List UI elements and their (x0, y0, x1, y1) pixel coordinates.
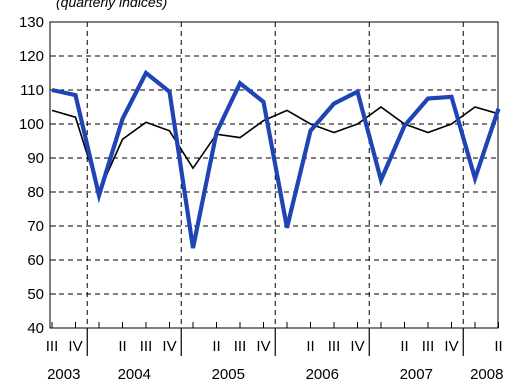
year-label: 2007 (400, 366, 433, 383)
quarter-label: III (422, 338, 435, 355)
quarter-label: II (212, 338, 220, 355)
year-label: 2008 (470, 366, 503, 383)
y-tick-label: 80 (27, 184, 44, 201)
series (51, 69, 501, 249)
quarter-label: IV (444, 338, 458, 355)
quarter-label: III (328, 338, 341, 355)
y-tick-label: 100 (19, 116, 44, 133)
year-label: 2006 (306, 366, 339, 383)
quarter-label: IV (68, 338, 82, 355)
year-label: 2005 (212, 366, 245, 383)
quarter-label: III (46, 338, 59, 355)
plot-frame (49, 21, 499, 329)
y-tick-label: 120 (19, 48, 44, 65)
quarter-label: IV (350, 338, 364, 355)
y-tick-label: 130 (19, 14, 44, 31)
y-tick-label: 60 (27, 252, 44, 269)
y-tick-label: 40 (27, 320, 44, 337)
grid (50, 22, 498, 328)
year-label: 2004 (118, 366, 151, 383)
quarter-label: II (118, 338, 126, 355)
quarter-label: II (400, 338, 408, 355)
y-tick-label: 70 (27, 218, 44, 235)
quarter-label: II (306, 338, 314, 355)
chart-subtitle: (quarterly indices) (56, 0, 168, 10)
y-axis: 40 50 60 70 80 90 100 110 120 130 (19, 14, 56, 337)
quarter-label: IV (256, 338, 270, 355)
y-tick-label: 90 (27, 150, 44, 167)
y-tick-label: 50 (27, 286, 44, 303)
quarter-label: II (494, 338, 502, 355)
quarter-label: III (234, 338, 247, 355)
quarter-label: III (140, 338, 153, 355)
series-line-thick-blue (51, 69, 501, 249)
y-tick-label: 110 (20, 82, 44, 99)
year-label: 2003 (47, 366, 80, 383)
quarter-label: IV (162, 338, 176, 355)
series-line-thin-black (51, 106, 499, 195)
